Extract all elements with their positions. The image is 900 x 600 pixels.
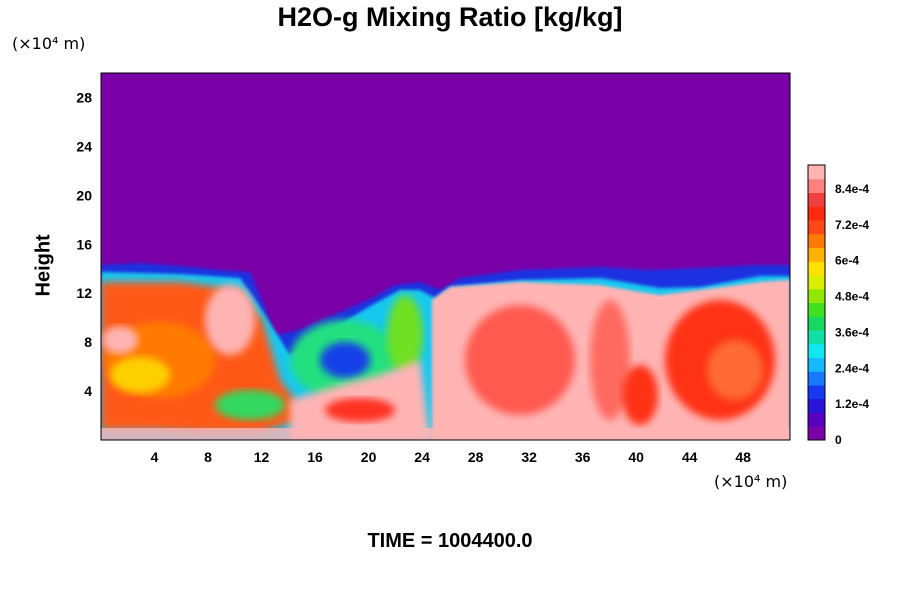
colorbar-tick-label: 1.2e-4 xyxy=(835,397,869,411)
colorbar-swatch xyxy=(808,316,825,331)
heatmap-field xyxy=(101,73,790,440)
x-axis-unit: (×10⁴ m) xyxy=(714,472,788,491)
x-tick-label: 24 xyxy=(414,449,430,465)
x-tick-label: 32 xyxy=(521,449,537,465)
colorbar-tick-label: 0 xyxy=(835,433,842,447)
y-tick-label: 24 xyxy=(76,138,92,154)
colorbar-swatch xyxy=(808,412,825,427)
x-tick-label: 28 xyxy=(468,449,484,465)
y-tick-label: 16 xyxy=(76,236,92,252)
colorbar-tick-label: 8.4e-4 xyxy=(835,182,869,196)
colorbar-swatch xyxy=(808,206,825,221)
colorbar-swatch xyxy=(808,275,825,290)
x-tick-label: 48 xyxy=(735,449,751,465)
colorbar-tick-label: 3.6e-4 xyxy=(835,325,869,339)
x-tick-label: 16 xyxy=(307,449,323,465)
colorbar-swatch xyxy=(808,178,825,193)
colorbar-swatch xyxy=(808,165,825,180)
colorbar-swatch xyxy=(808,192,825,207)
colorbar-swatch xyxy=(808,385,825,400)
colorbar-swatch xyxy=(808,426,825,441)
x-tick-label: 8 xyxy=(204,449,212,465)
colorbar-tick-label: 7.2e-4 xyxy=(835,218,869,232)
colorbar-swatch xyxy=(808,261,825,276)
colorbar: 0 1.2e-4 2.4e-4 3.6e-4 4.8e-4 6e-4 7.2e-4 8.4e-… xyxy=(807,164,869,447)
colorbar-swatch xyxy=(808,220,825,235)
x-tick-label: 40 xyxy=(628,449,644,465)
colorbar-tick-label: 2.4e-4 xyxy=(835,361,869,375)
colorbar-swatch xyxy=(808,302,825,317)
colorbar-tick-label: 4.8e-4 xyxy=(835,290,869,304)
y-axis: 4 8 12 16 20 24 28 xyxy=(76,89,92,399)
colorbar-swatch xyxy=(808,288,825,303)
y-tick-label: 20 xyxy=(76,187,92,203)
colorbar-swatch xyxy=(808,357,825,372)
y-tick-label: 4 xyxy=(84,383,92,399)
x-axis: 4 8 12 16 20 24 28 32 36 40 44 48 xyxy=(151,449,752,465)
colorbar-swatch xyxy=(808,330,825,345)
colorbar-swatch xyxy=(808,247,825,262)
y-axis-unit: (×10⁴ m) xyxy=(12,34,86,53)
x-tick-label: 20 xyxy=(361,449,377,465)
plot-frame xyxy=(100,72,791,441)
x-tick-label: 36 xyxy=(575,449,591,465)
colorbar-swatch xyxy=(808,233,825,248)
time-label: TIME = 1004400.0 xyxy=(367,530,533,552)
y-tick-label: 12 xyxy=(76,285,92,301)
x-tick-label: 12 xyxy=(254,449,270,465)
colorbar-swatch xyxy=(808,398,825,413)
colorbar-swatch xyxy=(808,343,825,358)
chart-title: H2O-g Mixing Ratio [kg/kg] xyxy=(277,2,623,32)
colorbar-swatch xyxy=(808,371,825,386)
colorbar-tick-label: 6e-4 xyxy=(835,254,859,268)
y-tick-label: 8 xyxy=(84,334,92,350)
colorbar-frame xyxy=(807,164,826,441)
y-tick-label: 28 xyxy=(76,89,92,105)
x-tick-label: 4 xyxy=(151,449,159,465)
x-tick-label: 44 xyxy=(682,449,698,465)
